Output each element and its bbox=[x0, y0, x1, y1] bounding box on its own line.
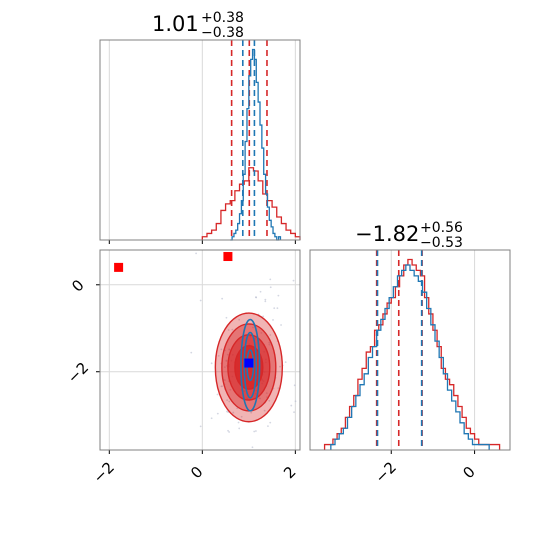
sample-point bbox=[227, 429, 229, 432]
sample-point bbox=[226, 410, 228, 413]
title-param-2-upper: +0.56 bbox=[420, 220, 463, 236]
sample-point bbox=[268, 343, 271, 346]
marginal-histogram-param-1 bbox=[99, 39, 301, 244]
x-tick-label: −2 bbox=[90, 458, 118, 486]
sample-point bbox=[255, 296, 257, 299]
sample-point bbox=[264, 298, 267, 301]
sample-point bbox=[290, 404, 293, 407]
sample-point bbox=[238, 427, 241, 430]
sample-point bbox=[223, 366, 226, 368]
sample-point bbox=[277, 294, 280, 297]
contour-blue-level-1 bbox=[243, 331, 258, 399]
sample-point bbox=[228, 348, 231, 351]
histogram-series-0 bbox=[201, 167, 301, 240]
title-param-1-lower: −0.38 bbox=[201, 25, 244, 41]
sample-point bbox=[210, 362, 213, 365]
sample-point bbox=[228, 431, 231, 433]
sample-point bbox=[216, 412, 219, 415]
sample-point bbox=[265, 392, 268, 395]
sample-point bbox=[199, 425, 202, 428]
x-tick-label: −2 bbox=[372, 458, 400, 486]
sample-point bbox=[269, 334, 272, 336]
sample-point bbox=[268, 399, 271, 402]
sample-point bbox=[273, 307, 276, 310]
sample-point bbox=[269, 286, 272, 289]
sample-point bbox=[284, 361, 287, 363]
y-tick-label: −2 bbox=[64, 359, 92, 387]
sample-point bbox=[255, 430, 257, 432]
sample-point bbox=[199, 299, 202, 302]
sample-point bbox=[259, 397, 262, 400]
sample-point bbox=[294, 400, 297, 403]
histogram-series-0 bbox=[323, 258, 501, 450]
histogram-series-1 bbox=[330, 264, 490, 450]
joint-contour-panel: −2 0 2 0 −2 bbox=[64, 249, 301, 487]
sample-point bbox=[238, 318, 241, 321]
panel-frame bbox=[99, 249, 301, 451]
sample-point bbox=[250, 411, 253, 414]
panel-frame bbox=[99, 39, 301, 241]
sample-point bbox=[210, 417, 213, 420]
sample-point bbox=[237, 421, 240, 424]
sample-point bbox=[280, 324, 282, 326]
sample-point bbox=[268, 341, 271, 344]
sample-point bbox=[276, 307, 279, 310]
sample-point bbox=[216, 393, 219, 396]
histogram-series-1 bbox=[230, 48, 282, 241]
sample-point bbox=[251, 446, 254, 449]
contour-blue-level-2 bbox=[240, 318, 261, 412]
x-tick-label: 0 bbox=[187, 463, 206, 482]
sample-point bbox=[190, 351, 193, 354]
sample-point bbox=[279, 365, 281, 368]
sample-point bbox=[226, 353, 229, 356]
sample-point bbox=[195, 252, 198, 255]
sample-point bbox=[260, 331, 263, 334]
x-tick-label: 0 bbox=[459, 463, 478, 482]
truth-marker-0 bbox=[114, 262, 124, 272]
sample-point bbox=[277, 387, 280, 390]
sample-point bbox=[272, 319, 274, 321]
sample-point bbox=[221, 385, 223, 388]
sample-point bbox=[232, 411, 235, 414]
sample-point bbox=[267, 425, 269, 428]
sample-point bbox=[293, 384, 296, 387]
sample-point bbox=[225, 316, 228, 319]
sample-point bbox=[259, 290, 262, 293]
sample-point bbox=[220, 348, 223, 351]
sample-point bbox=[293, 411, 295, 414]
sample-point bbox=[264, 300, 267, 303]
sample-point bbox=[226, 399, 229, 401]
sample-point bbox=[292, 279, 295, 282]
sample-point bbox=[231, 328, 234, 331]
marginal-histogram-param-2: −2 0 bbox=[309, 249, 511, 487]
sample-point bbox=[221, 297, 224, 300]
title-param-1-value: 1.01 bbox=[152, 12, 199, 36]
sample-point bbox=[262, 315, 265, 318]
sample-point bbox=[229, 388, 232, 391]
sample-point bbox=[263, 409, 266, 412]
y-tick-label: 0 bbox=[68, 276, 87, 295]
sample-point bbox=[227, 329, 230, 331]
truth-marker-1 bbox=[223, 252, 233, 262]
truth-marker-2 bbox=[244, 358, 254, 368]
sample-point bbox=[228, 400, 231, 403]
panel-frame bbox=[309, 249, 511, 451]
sample-point bbox=[269, 421, 272, 424]
title-param-2-lower: −0.53 bbox=[420, 235, 463, 251]
sample-point bbox=[253, 430, 256, 433]
sample-point bbox=[240, 415, 243, 418]
sample-point bbox=[217, 354, 220, 357]
title-param-2-value: −1.82 bbox=[355, 222, 419, 246]
sample-point bbox=[225, 360, 228, 362]
sample-point bbox=[252, 326, 254, 329]
sample-point bbox=[269, 278, 272, 281]
x-tick-label: 2 bbox=[280, 463, 299, 482]
title-param-1-upper: +0.38 bbox=[201, 10, 244, 26]
